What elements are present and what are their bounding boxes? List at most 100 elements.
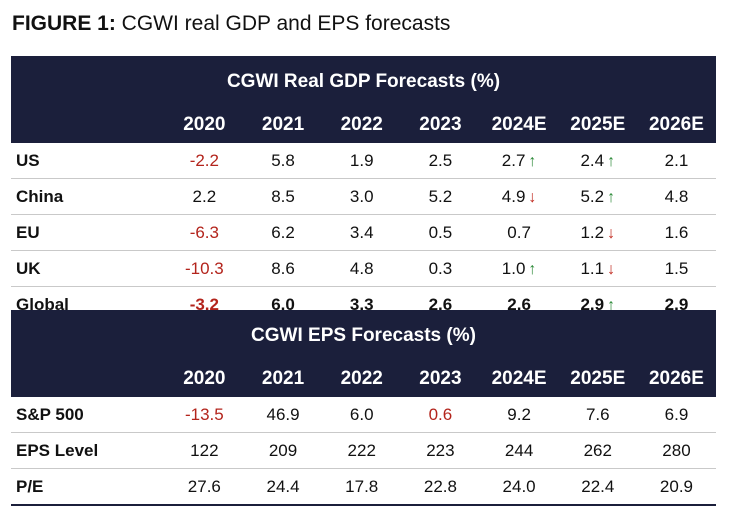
eps-table-title: CGWI EPS Forecasts (%)	[251, 325, 476, 346]
value-cell: 22.8	[401, 477, 480, 497]
cell-value: -2.2	[189, 150, 219, 170]
value-cell: 223	[401, 441, 480, 461]
cell-value: 2.7	[501, 150, 526, 170]
value-cell: 9.2	[480, 405, 559, 425]
value-cell: 20.9	[637, 477, 716, 497]
year-header-2023: 2023	[419, 114, 462, 135]
value-cell: 1.1 ↓	[558, 259, 637, 279]
gdp-forecast-table: CGWI Real GDP Forecasts (%) 2020 2021 2022 2…	[11, 56, 716, 324]
value-cell: 1.9	[322, 151, 401, 171]
row-label: EPS Level	[16, 440, 99, 460]
table-row: EPS Level 122 209 222 223 244 262 280	[11, 433, 716, 469]
cell-value: 3.4	[349, 222, 374, 242]
value-cell: 1.5	[637, 259, 716, 279]
value-cell: 280	[637, 441, 716, 461]
cell-value: 46.9	[266, 404, 300, 424]
cell-value: 7.6	[585, 404, 610, 424]
cell-value: 0.3	[428, 258, 453, 278]
value-cell: 2.7 ↑	[480, 151, 559, 171]
cell-value: 8.5	[271, 186, 295, 206]
value-cell: 122	[165, 441, 244, 461]
figure-caption: CGWI real GDP and EPS forecasts	[115, 12, 451, 35]
cell-value: 222	[347, 440, 376, 460]
year-header-2021: 2021	[261, 368, 305, 389]
value-cell: -3.2	[165, 295, 244, 315]
year-header-2022: 2022	[340, 114, 383, 135]
cell-value: 1.0	[501, 258, 526, 278]
cell-value: 17.8	[345, 476, 379, 496]
value-cell: -2.2	[165, 151, 244, 171]
cell-value: 1.6	[664, 222, 689, 242]
value-cell: 6.0	[322, 405, 401, 425]
cell-value: -6.3	[189, 222, 219, 242]
cell-value: 0.7	[507, 222, 531, 242]
cell-value: 4.9	[501, 186, 526, 206]
year-header-2022: 2022	[340, 368, 383, 389]
cell-value: 6.0	[349, 404, 374, 424]
value-cell: 1.6	[637, 223, 716, 243]
cell-value: 1.9	[349, 150, 374, 170]
cell-value: 2.6	[428, 294, 453, 314]
figure-title: FIGURE 1: CGWI real GDP and EPS forecast…	[12, 12, 450, 36]
year-header-2020: 2020	[183, 114, 226, 135]
cell-value: 0.5	[428, 222, 453, 242]
cell-value: -10.3	[184, 258, 224, 278]
value-cell: -10.3	[165, 259, 244, 279]
value-cell: 0.5	[401, 223, 480, 243]
table-row: UK -10.3 8.6 4.8 0.3 1.0 ↑ 1.1 ↓ 1.5	[11, 251, 716, 287]
cell-value: 4.8	[664, 186, 689, 206]
value-cell: 17.8	[322, 477, 401, 497]
cell-value: 6.9	[664, 404, 689, 424]
value-cell: 5.8	[244, 151, 323, 171]
row-label: UK	[16, 258, 41, 278]
table-row: US -2.2 5.8 1.9 2.5 2.7 ↑ 2.4 ↑ 2.1	[11, 143, 716, 179]
value-cell: 0.7	[480, 223, 559, 243]
value-cell: 222	[322, 441, 401, 461]
cell-value: 2.9	[664, 294, 689, 314]
value-cell: 27.6	[165, 477, 244, 497]
value-cell: 8.5	[244, 187, 323, 207]
year-header-2024E: 2024E	[491, 114, 547, 135]
value-cell: 0.6	[401, 405, 480, 425]
cell-value: 3.0	[349, 186, 374, 206]
cell-value: 1.2	[580, 222, 605, 242]
value-cell: 3.4	[322, 223, 401, 243]
table-row: P/E 27.6 24.4 17.8 22.8 24.0 22.4 20.9	[11, 469, 716, 506]
eps-year-header-row: 2020 2021 2022 2023 2024E 2025E 2026E	[11, 361, 716, 397]
year-header-2026E: 2026E	[648, 368, 704, 389]
value-cell: 24.0	[480, 477, 559, 497]
cell-value: 280	[662, 440, 691, 460]
cell-value: 5.8	[271, 150, 295, 170]
table-row: S&P 500 -13.5 46.9 6.0 0.6 9.2 7.6 6.9	[11, 397, 716, 433]
value-cell: 244	[480, 441, 559, 461]
value-cell: 2.5	[401, 151, 480, 171]
value-cell: 5.2	[401, 187, 480, 207]
year-header-2026E: 2026E	[648, 114, 704, 135]
value-cell: 2.9	[637, 295, 716, 315]
cell-value: -3.2	[189, 294, 219, 314]
cell-value: 22.8	[423, 476, 457, 496]
cell-value: 4.8	[349, 258, 374, 278]
cell-value: 0.6	[428, 404, 453, 424]
cell-value: 1.1	[580, 258, 605, 278]
value-cell: 0.3	[401, 259, 480, 279]
cell-value: 24.4	[266, 476, 300, 496]
value-cell: 2.9 ↑	[558, 295, 637, 315]
value-cell: 2.1	[637, 151, 716, 171]
value-cell: 7.6	[558, 405, 637, 425]
cell-value: 244	[504, 440, 534, 460]
row-label: S&P 500	[16, 404, 84, 424]
row-label: Global	[16, 294, 69, 314]
cell-value: 122	[190, 440, 219, 460]
cell-value: 3.3	[349, 294, 374, 314]
cell-value: 1.5	[664, 258, 689, 278]
value-cell: 46.9	[244, 405, 323, 425]
cell-value: 2.2	[192, 186, 217, 206]
cell-value: 6.2	[271, 222, 295, 242]
gdp-table-title: CGWI Real GDP Forecasts (%)	[226, 71, 501, 92]
value-cell: -6.3	[165, 223, 244, 243]
eps-header-band: CGWI EPS Forecasts (%) 2020 2021 2022 2023 20…	[11, 310, 716, 397]
value-cell: 2.6	[480, 295, 559, 315]
cell-value: 22.4	[581, 476, 615, 496]
cell-value: -13.5	[184, 404, 224, 424]
